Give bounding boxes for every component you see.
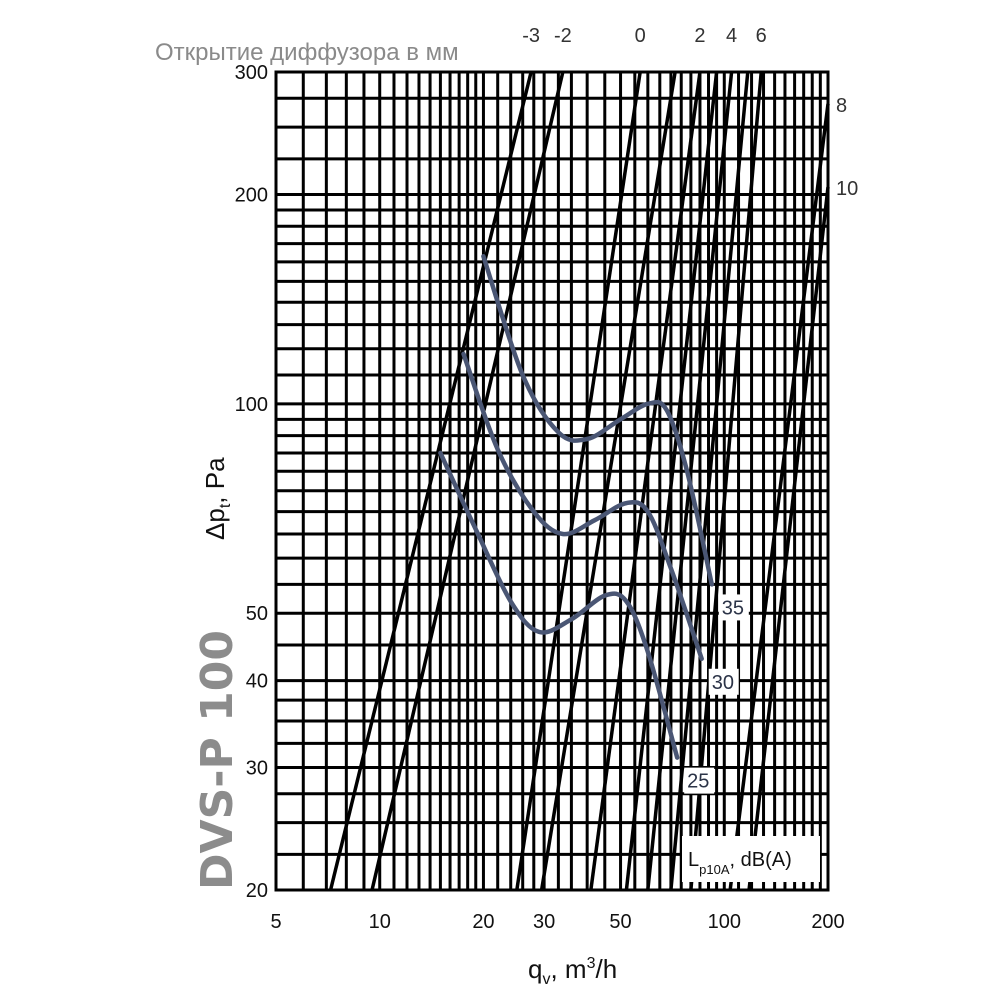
- opening-line-7: [669, 71, 750, 891]
- opening-line-1: [370, 71, 565, 891]
- opening-label-10: 10: [836, 178, 858, 200]
- x-tick-200: 200: [811, 911, 844, 933]
- sound-label-25: 25: [687, 771, 709, 793]
- sound-curve-25: [438, 450, 680, 760]
- y-tick-labels: 20 30 40 50 100 200 300: [235, 62, 268, 902]
- opening-line-3: [539, 71, 677, 891]
- sound-label-bg-30: [708, 668, 739, 695]
- opening-label-2: 2: [694, 25, 705, 47]
- opening-label-4: 4: [726, 25, 737, 47]
- opening-line-10: [747, 186, 830, 891]
- x-axis-title: qv, m3/h: [528, 954, 617, 988]
- opening-line-8: [689, 71, 763, 891]
- sound-level-legend-label: Lp10A, dB(A): [688, 849, 792, 877]
- sound-label-bg-35: [718, 594, 749, 621]
- chart-heading: Открытие диффузора в мм: [155, 39, 459, 66]
- x-tick-100: 100: [708, 911, 741, 933]
- model-name: DVS-P 100: [192, 630, 243, 890]
- y-tick-40: 40: [246, 671, 268, 693]
- opening-labels: -3 -2 0 2 4 6 8 10: [522, 25, 858, 200]
- opening-label--2: -2: [554, 25, 572, 47]
- sound-curve-35: [481, 254, 715, 587]
- sound-level-legend: Lp10A, dB(A): [682, 836, 820, 882]
- y-tick-100: 100: [235, 394, 268, 416]
- x-tick-50: 50: [609, 911, 631, 933]
- x-tick-30: 30: [533, 911, 555, 933]
- opening-label-6: 6: [756, 25, 767, 47]
- sound-curve-30: [461, 351, 704, 662]
- x-tick-labels: 5 10 20 30 50 100 200: [270, 911, 844, 933]
- sound-level-legend-box: [682, 836, 820, 882]
- sound-level-labels: 35 30 25: [684, 594, 749, 794]
- y-tick-30: 30: [246, 758, 268, 780]
- sound-level-curves: [438, 254, 715, 760]
- plot-frame: [274, 70, 830, 892]
- y-tick-300: 300: [235, 62, 268, 84]
- x-tick-10: 10: [369, 911, 391, 933]
- opening-line-4: [589, 71, 702, 891]
- opening-line-9: [728, 103, 830, 891]
- opening-line-2: [515, 71, 642, 891]
- y-tick-50: 50: [246, 603, 268, 625]
- opening-label--3: -3: [522, 25, 540, 47]
- y-tick-200: 200: [235, 184, 268, 206]
- opening-line-5: [624, 71, 719, 891]
- x-tick-5: 5: [270, 911, 281, 933]
- sound-label-35: 35: [722, 597, 744, 619]
- opening-label-0: 0: [635, 25, 646, 47]
- y-axis-title: Δpt, Pa: [200, 457, 234, 540]
- opening-line-0: [328, 71, 533, 891]
- y-tick-20: 20: [246, 880, 268, 902]
- sound-label-bg-25: [684, 767, 715, 794]
- sound-label-30: 30: [712, 672, 734, 694]
- opening-label-8: 8: [836, 95, 847, 117]
- x-tick-20: 20: [472, 911, 494, 933]
